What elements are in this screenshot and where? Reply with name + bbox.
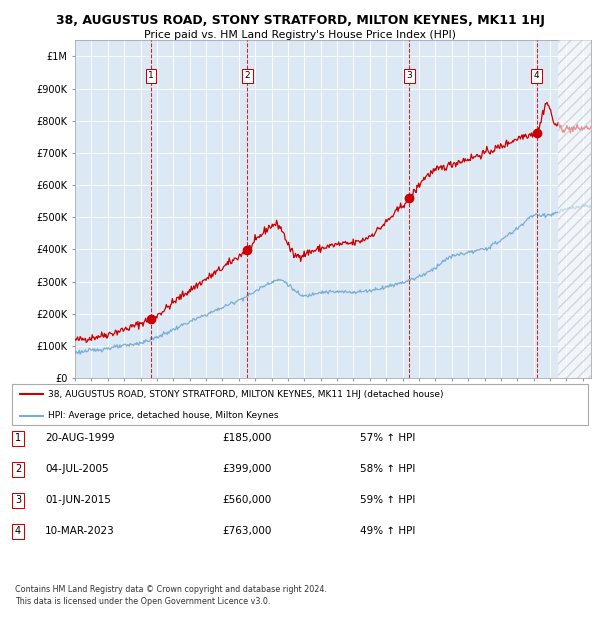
Text: 01-JUN-2015: 01-JUN-2015 <box>45 495 111 505</box>
Bar <box>558 6 591 378</box>
Text: 38, AUGUSTUS ROAD, STONY STRATFORD, MILTON KEYNES, MK11 1HJ: 38, AUGUSTUS ROAD, STONY STRATFORD, MILT… <box>56 14 544 27</box>
Text: 57% ↑ HPI: 57% ↑ HPI <box>360 433 415 443</box>
Text: £185,000: £185,000 <box>222 433 271 443</box>
Text: 59% ↑ HPI: 59% ↑ HPI <box>360 495 415 505</box>
Text: 4: 4 <box>15 526 21 536</box>
Text: 4: 4 <box>534 71 539 80</box>
Text: 10-MAR-2023: 10-MAR-2023 <box>45 526 115 536</box>
Text: £763,000: £763,000 <box>222 526 271 536</box>
Text: 20-AUG-1999: 20-AUG-1999 <box>45 433 115 443</box>
Text: £560,000: £560,000 <box>222 495 271 505</box>
Text: £399,000: £399,000 <box>222 464 271 474</box>
Text: 3: 3 <box>407 71 412 80</box>
Text: HPI: Average price, detached house, Milton Keynes: HPI: Average price, detached house, Milt… <box>48 411 279 420</box>
Text: 38, AUGUSTUS ROAD, STONY STRATFORD, MILTON KEYNES, MK11 1HJ (detached house): 38, AUGUSTUS ROAD, STONY STRATFORD, MILT… <box>48 390 444 399</box>
Text: Price paid vs. HM Land Registry's House Price Index (HPI): Price paid vs. HM Land Registry's House … <box>144 30 456 40</box>
Text: This data is licensed under the Open Government Licence v3.0.: This data is licensed under the Open Gov… <box>15 597 271 606</box>
Text: 3: 3 <box>15 495 21 505</box>
Text: 2: 2 <box>244 71 250 80</box>
Text: 2: 2 <box>15 464 21 474</box>
Text: Contains HM Land Registry data © Crown copyright and database right 2024.: Contains HM Land Registry data © Crown c… <box>15 585 327 594</box>
Text: 49% ↑ HPI: 49% ↑ HPI <box>360 526 415 536</box>
FancyBboxPatch shape <box>12 384 588 425</box>
Text: 04-JUL-2005: 04-JUL-2005 <box>45 464 109 474</box>
Text: 1: 1 <box>148 71 154 80</box>
Text: 58% ↑ HPI: 58% ↑ HPI <box>360 464 415 474</box>
Text: 1: 1 <box>15 433 21 443</box>
